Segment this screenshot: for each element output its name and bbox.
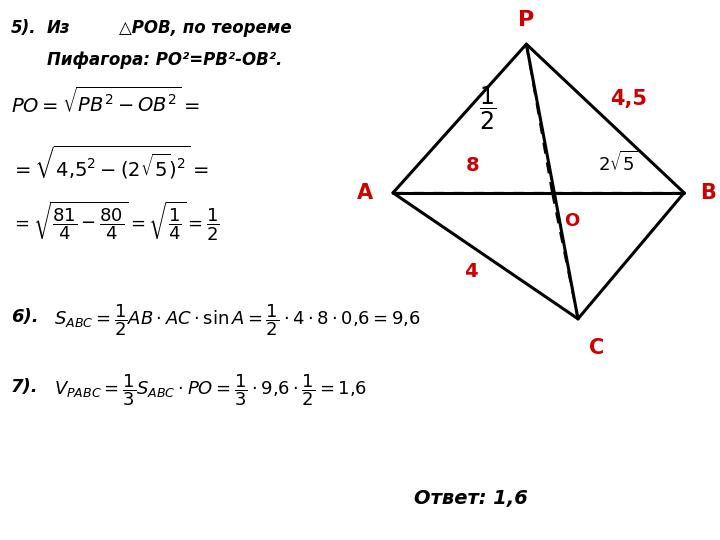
Text: $2\sqrt{5}$: $2\sqrt{5}$ bbox=[598, 151, 638, 175]
Text: $=\sqrt{4{,}5^2-(2\sqrt{5})^2}=$: $=\sqrt{4{,}5^2-(2\sqrt{5})^2}=$ bbox=[11, 143, 208, 181]
Text: Пифагора: PO²=PB²-OB².: Пифагора: PO²=PB²-OB². bbox=[47, 51, 282, 69]
Text: 8: 8 bbox=[466, 156, 480, 175]
Text: $\dfrac{1}{2}$: $\dfrac{1}{2}$ bbox=[479, 85, 496, 132]
Text: B: B bbox=[700, 183, 716, 203]
Text: $PO=\sqrt{PB^2-OB^2}=$: $PO=\sqrt{PB^2-OB^2}=$ bbox=[11, 86, 199, 117]
Text: 4: 4 bbox=[464, 262, 478, 281]
Text: $V_{PABC}=\dfrac{1}{3}S_{ABC}\cdot PO=\dfrac{1}{3}\cdot9{,}6\cdot\dfrac{1}{2}=1{: $V_{PABC}=\dfrac{1}{3}S_{ABC}\cdot PO=\d… bbox=[54, 373, 367, 408]
Text: C: C bbox=[590, 338, 605, 358]
Text: $S_{ABC}=\dfrac{1}{2}AB\cdot AC\cdot\sin A=\dfrac{1}{2}\cdot4\cdot8\cdot0{,}6=9{: $S_{ABC}=\dfrac{1}{2}AB\cdot AC\cdot\sin… bbox=[54, 302, 421, 338]
Text: Из: Из bbox=[47, 19, 71, 37]
Text: Ответ: 1,6: Ответ: 1,6 bbox=[414, 489, 528, 508]
Text: 7).: 7). bbox=[11, 378, 38, 396]
Text: 4,5: 4,5 bbox=[610, 89, 647, 109]
Text: 5).: 5). bbox=[11, 19, 37, 37]
Text: A: A bbox=[357, 183, 373, 203]
Text: P: P bbox=[518, 10, 534, 30]
Text: O: O bbox=[564, 212, 579, 230]
Text: △POB, по теореме: △POB, по теореме bbox=[119, 19, 292, 37]
Text: 6).: 6). bbox=[11, 308, 38, 326]
Text: $=\sqrt{\dfrac{81}{4}-\dfrac{80}{4}}=\sqrt{\dfrac{1}{4}}=\dfrac{1}{2}$: $=\sqrt{\dfrac{81}{4}-\dfrac{80}{4}}=\sq… bbox=[11, 200, 220, 243]
